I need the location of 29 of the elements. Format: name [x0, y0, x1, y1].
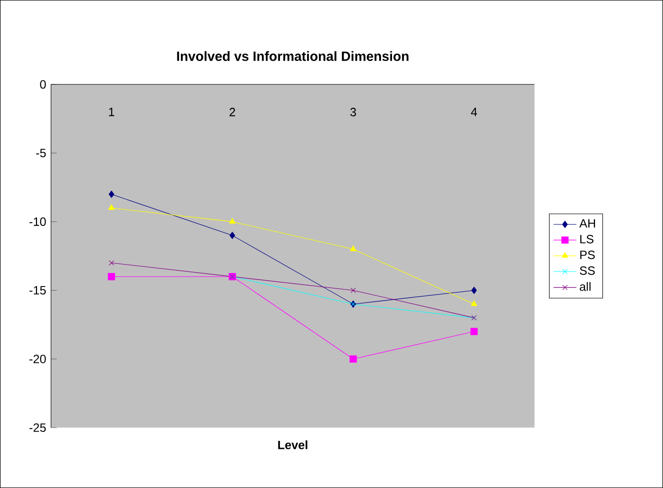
point — [108, 260, 114, 266]
point — [470, 300, 478, 306]
point — [350, 288, 356, 293]
x-axis-title: Level — [278, 440, 308, 450]
point — [471, 286, 477, 294]
point — [108, 204, 115, 210]
point — [229, 218, 236, 224]
point — [350, 355, 357, 363]
point — [350, 246, 356, 252]
x-tick-label: 1 — [109, 108, 114, 116]
y-tick-label: -5 — [36, 148, 46, 158]
legend-label: PS — [580, 250, 595, 260]
legend-label: AH — [579, 219, 596, 228]
x-tick-label: 3 — [350, 108, 356, 116]
x-tick-label: 2 — [230, 108, 236, 116]
point — [470, 328, 478, 336]
legend-label: LS — [580, 234, 594, 244]
y-tick-label: -15 — [29, 286, 46, 295]
x-tick-label: 4 — [471, 108, 478, 116]
y-tick-label: -20 — [29, 354, 46, 364]
legend-label: all — [580, 282, 591, 291]
y-tick-label: -25 — [29, 423, 46, 432]
point — [230, 232, 236, 240]
legend-label: SS — [580, 266, 595, 275]
y-tick-label: 0 — [40, 80, 46, 89]
point — [108, 190, 114, 198]
point — [108, 273, 116, 280]
y-tick-label: -10 — [29, 217, 46, 226]
chart-title: Involved vs Informational Dimension — [177, 51, 408, 61]
